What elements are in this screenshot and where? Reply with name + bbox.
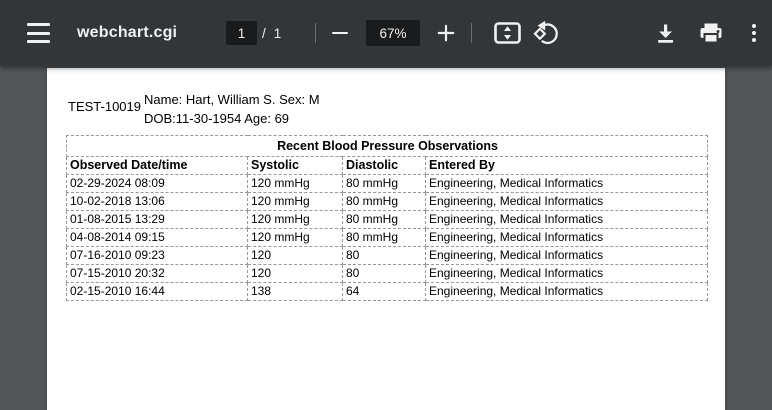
printer-icon <box>698 22 724 44</box>
cell-entered-by: Engineering, Medical Informatics <box>424 264 709 283</box>
pdf-page: TEST-10019 Name: Hart, William S. Sex: M… <box>47 68 725 410</box>
cell-observed: 04-08-2014 09:15 <box>66 228 248 247</box>
zoom-in-button[interactable] <box>432 20 460 46</box>
table-row: 07-15-2010 20:32 120 80 Engineering, Med… <box>66 264 709 283</box>
cell-observed: 01-08-2015 13:29 <box>66 210 248 229</box>
three-dot-icon <box>752 24 756 28</box>
cell-diastolic: 80 <box>342 264 426 283</box>
table-row: 04-08-2014 09:15 120 mmHg 80 mmHg Engine… <box>66 228 709 247</box>
menu-icon[interactable] <box>27 23 50 43</box>
cell-systolic: 120 <box>247 264 343 283</box>
zoom-level-display: 67% <box>366 20 420 46</box>
pdf-toolbar: webchart.cgi / 1 67% <box>0 0 772 66</box>
cell-observed: 02-29-2024 08:09 <box>66 174 248 193</box>
cell-diastolic: 80 mmHg <box>342 228 426 247</box>
cell-entered-by: Engineering, Medical Informatics <box>424 210 709 229</box>
table-row: 07-16-2010 09:23 120 80 Engineering, Med… <box>66 246 709 265</box>
cell-systolic: 120 mmHg <box>247 210 343 229</box>
column-header: Systolic <box>247 156 343 175</box>
cell-observed: 02-15-2010 16:44 <box>66 282 248 301</box>
patient-dob-age: DOB:11-30-1954 Age: 69 <box>144 111 290 126</box>
cell-systolic: 120 mmHg <box>247 228 343 247</box>
table-title-row: Recent Blood Pressure Observations <box>65 135 709 157</box>
page-separator: / <box>262 25 266 41</box>
toolbar-divider <box>471 23 472 43</box>
cell-diastolic: 80 <box>342 246 426 265</box>
page-number-input[interactable] <box>226 21 257 45</box>
table-row: 01-08-2015 13:29 120 mmHg 80 mmHg Engine… <box>66 210 709 229</box>
cell-diastolic: 80 mmHg <box>342 210 426 229</box>
table-header-row: Observed Date/time Systolic Diastolic En… <box>66 156 709 175</box>
column-header: Observed Date/time <box>66 156 248 175</box>
cell-diastolic: 64 <box>342 282 426 301</box>
minus-icon <box>332 31 348 35</box>
cell-observed: 07-16-2010 09:23 <box>66 246 248 265</box>
table-row: 02-15-2010 16:44 138 64 Engineering, Med… <box>66 282 709 301</box>
plus-icon <box>437 24 455 42</box>
print-button[interactable] <box>693 19 728 47</box>
cell-observed: 10-02-2018 13:06 <box>66 192 248 211</box>
patient-name-sex: Name: Hart, William S. Sex: M <box>144 92 320 107</box>
cell-entered-by: Engineering, Medical Informatics <box>424 246 709 265</box>
more-options-button[interactable] <box>744 19 764 47</box>
patient-id: TEST-10019 <box>68 99 141 114</box>
fit-to-page-button[interactable] <box>490 19 525 47</box>
cell-entered-by: Engineering, Medical Informatics <box>424 192 709 211</box>
cell-systolic: 120 <box>247 246 343 265</box>
table-row: 10-02-2018 13:06 120 mmHg 80 mmHg Engine… <box>66 192 709 211</box>
table-row: 02-29-2024 08:09 120 mmHg 80 mmHg Engine… <box>66 174 709 193</box>
cell-systolic: 138 <box>247 282 343 301</box>
download-button[interactable] <box>649 19 682 47</box>
page-total-label: 1 <box>273 25 282 41</box>
download-icon <box>654 22 677 45</box>
document-title: webchart.cgi <box>77 24 178 41</box>
cell-diastolic: 80 mmHg <box>342 174 426 193</box>
cell-entered-by: Engineering, Medical Informatics <box>424 174 709 193</box>
blood-pressure-table: Recent Blood Pressure Observations Obser… <box>65 135 709 301</box>
table-title: Recent Blood Pressure Observations <box>65 135 709 157</box>
zoom-out-button[interactable] <box>326 20 354 46</box>
cell-observed: 07-15-2010 20:32 <box>66 264 248 283</box>
cell-entered-by: Engineering, Medical Informatics <box>424 228 709 247</box>
cell-diastolic: 80 mmHg <box>342 192 426 211</box>
cell-systolic: 120 mmHg <box>247 174 343 193</box>
rotate-counterclockwise-icon <box>533 20 560 47</box>
cell-systolic: 120 mmHg <box>247 192 343 211</box>
rotate-button[interactable] <box>529 19 564 47</box>
toolbar-divider <box>315 23 316 43</box>
column-header: Entered By <box>424 156 709 175</box>
fit-to-page-icon <box>494 22 521 44</box>
column-header: Diastolic <box>342 156 426 175</box>
patient-info: Name: Hart, William S. Sex: M DOB:11-30-… <box>144 90 320 128</box>
cell-entered-by: Engineering, Medical Informatics <box>424 282 709 301</box>
page-count: / 1 <box>262 0 281 66</box>
